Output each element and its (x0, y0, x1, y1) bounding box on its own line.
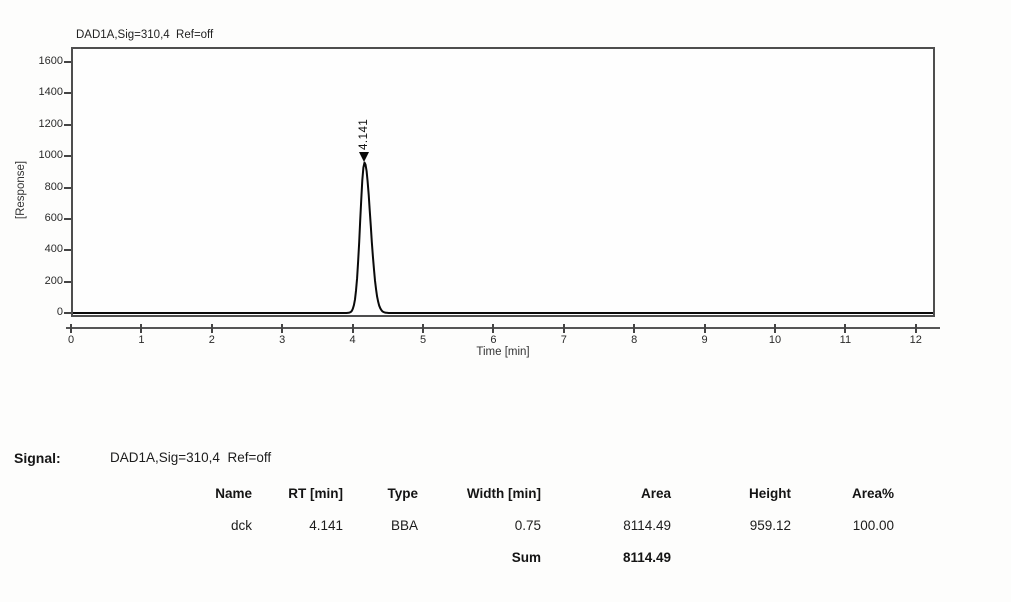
y-tick (64, 280, 71, 283)
x-tick (281, 324, 284, 333)
x-tick (633, 324, 636, 333)
y-tick-label: 1000 (38, 149, 63, 162)
column-header-area-pct: Area% (851, 485, 894, 501)
x-tick (562, 324, 565, 333)
x-tick (703, 324, 706, 333)
y-tick (64, 92, 71, 95)
x-tick-label: 7 (560, 334, 567, 346)
y-tick-label: 1600 (38, 55, 63, 67)
x-tick (140, 324, 143, 333)
cell-rt: 4.141 (309, 517, 343, 533)
cell-area: 8114.49 (623, 517, 671, 533)
y-tick-label: 600 (44, 211, 63, 224)
x-tick (422, 324, 424, 333)
y-tick-label: 800 (44, 180, 63, 193)
y-tick (64, 249, 71, 252)
y-tick-label: 400 (44, 243, 63, 256)
x-axis-line (66, 327, 940, 329)
column-header-name: Name (215, 485, 252, 501)
x-tick-label: 1 (138, 334, 145, 346)
x-tick-label: 11 (839, 334, 852, 346)
y-tick-label: 0 (56, 306, 63, 318)
y-tick (64, 123, 71, 126)
cell-name: dck (230, 517, 252, 533)
x-tick-label: 2 (208, 334, 215, 346)
peak-results-table: Name RT [min] Type Width [min] Area Heig… (140, 477, 894, 573)
chart-title: DAD1A,Sig=310,4 Ref=off (76, 29, 214, 41)
x-tick-label: 8 (631, 334, 638, 346)
y-tick (64, 312, 71, 314)
plot-frame (71, 47, 935, 317)
column-header-width: Width [min] (466, 485, 541, 501)
column-header-type: Type (387, 485, 418, 501)
y-tick (64, 217, 71, 220)
peak-table-sum-row: Sum 8114.49 (140, 541, 894, 573)
signal-label: Signal: (14, 450, 61, 466)
x-tick (844, 324, 847, 333)
x-tick-label: 9 (701, 334, 708, 346)
x-tick (70, 324, 72, 333)
cell-type: BBA (390, 517, 418, 533)
x-tick (351, 324, 354, 333)
x-axis-label: Time [min] (476, 346, 530, 358)
sum-label: Sum (511, 549, 541, 565)
signal-value: DAD1A,Sig=310,4 Ref=off (110, 450, 272, 465)
signal-trace (73, 161, 933, 314)
x-tick-label: 0 (67, 334, 75, 346)
column-header-height: Height (749, 485, 791, 501)
y-tick-label: 1200 (38, 117, 63, 130)
peak-table-row: dck 4.141 BBA 0.75 8114.49 959.12 100.00 (140, 509, 894, 541)
peak-marker-icon (359, 151, 370, 162)
x-tick-label: 4 (349, 334, 356, 346)
cell-height: 959.12 (749, 517, 791, 533)
x-tick (492, 324, 495, 333)
x-tick-label: 3 (279, 334, 286, 346)
y-tick (64, 155, 71, 158)
x-tick-label: 6 (490, 334, 497, 346)
column-header-area: Area (640, 485, 671, 501)
chromatogram-chart: DAD1A,Sig=310,4 Ref=off [Response] Time … (15, 29, 940, 358)
cell-width: 0.75 (514, 517, 541, 533)
peak-table-header-row: Name RT [min] Type Width [min] Area Heig… (140, 477, 894, 509)
y-tick-label: 1400 (38, 86, 63, 99)
column-header-rt: RT [min] (288, 485, 343, 501)
x-tick (914, 324, 917, 333)
x-tick (774, 324, 776, 333)
x-tick-label: 5 (419, 334, 427, 346)
y-tick (64, 186, 71, 189)
peak-rt-annotation: 4.141 (357, 118, 370, 150)
y-tick-label: 200 (44, 274, 63, 287)
x-tick (210, 324, 213, 333)
x-tick-label: 10 (768, 334, 782, 346)
cell-area-pct: 100.00 (852, 517, 894, 533)
sum-area: 8114.49 (622, 549, 671, 565)
x-tick-label: 12 (909, 334, 922, 346)
y-tick (64, 61, 71, 63)
